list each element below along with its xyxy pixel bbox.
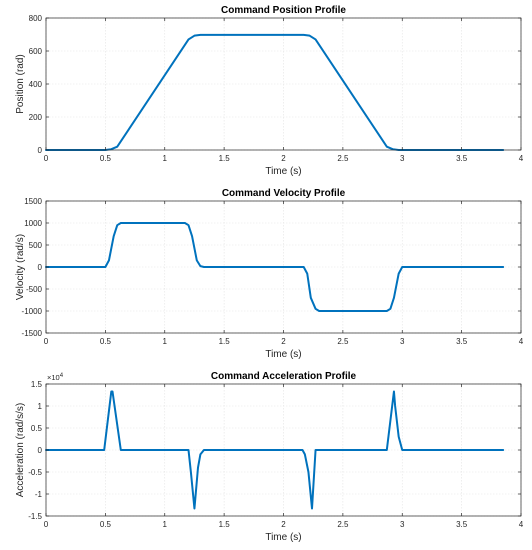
x-tick-label: 1.5 xyxy=(219,154,231,163)
x-tick-label: 3 xyxy=(400,154,405,163)
y-tick-label: 0 xyxy=(38,263,43,272)
y-axis-multiplier: ×104 xyxy=(47,373,64,382)
y-tick-label: 1 xyxy=(38,402,43,411)
y-tick-label: 800 xyxy=(29,14,43,23)
x-axis-label: Time (s) xyxy=(265,349,301,360)
y-axis-exponent: 4 xyxy=(60,373,64,379)
x-tick-label: 2 xyxy=(281,520,286,529)
x-tick-label: 0.5 xyxy=(100,337,112,346)
y-tick-label: 0.5 xyxy=(31,424,43,433)
x-tick-label: 0 xyxy=(44,337,49,346)
chart-title: Command Acceleration Profile xyxy=(211,371,357,382)
y-tick-label: 200 xyxy=(29,113,43,122)
y-axis-label: Velocity (rad/s) xyxy=(15,234,26,300)
x-tick-label: 0.5 xyxy=(100,154,112,163)
x-tick-label: 0 xyxy=(44,520,49,529)
x-tick-label: 3.5 xyxy=(456,520,468,529)
y-tick-label: -0.5 xyxy=(28,468,42,477)
y-tick-label: 1.5 xyxy=(31,380,43,389)
y-tick-label: 400 xyxy=(29,80,43,89)
x-tick-label: 4 xyxy=(519,520,524,529)
series-line-1 xyxy=(45,390,505,510)
x-tick-label: 3 xyxy=(400,337,405,346)
x-tick-label: 0 xyxy=(44,154,49,163)
x-axis-label: Time (s) xyxy=(265,166,301,177)
y-axis-label: Position (rad) xyxy=(15,54,26,113)
chart-panel-2: 0 0.5 1 1.5 2 2.5 3 3.5 4 -1500 -1000 -500 0 500 1000 1… xyxy=(15,188,524,360)
x-tick-label: 3.5 xyxy=(456,337,468,346)
y-tick-label: -500 xyxy=(26,285,43,294)
y-tick-label: 600 xyxy=(29,47,43,56)
y-tick-label: 0 xyxy=(38,446,43,455)
x-tick-label: 2.5 xyxy=(337,337,349,346)
x-tick-label: 4 xyxy=(519,337,524,346)
x-tick-label: 3.5 xyxy=(456,154,468,163)
x-tick-label: 2 xyxy=(281,154,286,163)
y-tick-label: -1000 xyxy=(22,307,43,316)
series-line-1 xyxy=(45,222,505,312)
chart-title: Command Position Profile xyxy=(221,5,346,16)
x-tick-label: 1 xyxy=(163,337,168,346)
x-tick-label: 2.5 xyxy=(337,520,349,529)
x-tick-label: 0.5 xyxy=(100,520,112,529)
x-axis-label: Time (s) xyxy=(265,532,301,543)
chart-panel-1: 0 0.5 1 1.5 2 2.5 3 3.5 4 0 200 400 600 800 Command Po… xyxy=(15,5,524,177)
x-tick-label: 1 xyxy=(163,520,168,529)
y-axis-label: Acceleration (rad/s/s) xyxy=(15,403,26,497)
x-tick-label: 2 xyxy=(281,337,286,346)
y-tick-label: 500 xyxy=(29,241,43,250)
x-tick-label: 4 xyxy=(519,154,524,163)
x-tick-label: 3 xyxy=(400,520,405,529)
x-tick-label: 2.5 xyxy=(337,154,349,163)
y-tick-label: 1500 xyxy=(24,197,42,206)
x-tick-label: 1 xyxy=(163,154,168,163)
y-tick-label: -1500 xyxy=(22,329,43,338)
x-tick-label: 1.5 xyxy=(219,520,231,529)
chart-title: Command Velocity Profile xyxy=(222,188,346,199)
series-line-1 xyxy=(45,33,505,151)
y-tick-label: -1.5 xyxy=(28,512,42,521)
y-tick-label: 1000 xyxy=(24,219,42,228)
y-tick-label: 0 xyxy=(38,146,43,155)
chart-panel-3: 0 0.5 1 1.5 2 2.5 3 3.5 4 -1.5 -1 -0.5 0 0.5 1 1.5 Comma… xyxy=(15,371,524,543)
y-tick-label: -1 xyxy=(35,490,43,499)
x-tick-label: 1.5 xyxy=(219,337,231,346)
